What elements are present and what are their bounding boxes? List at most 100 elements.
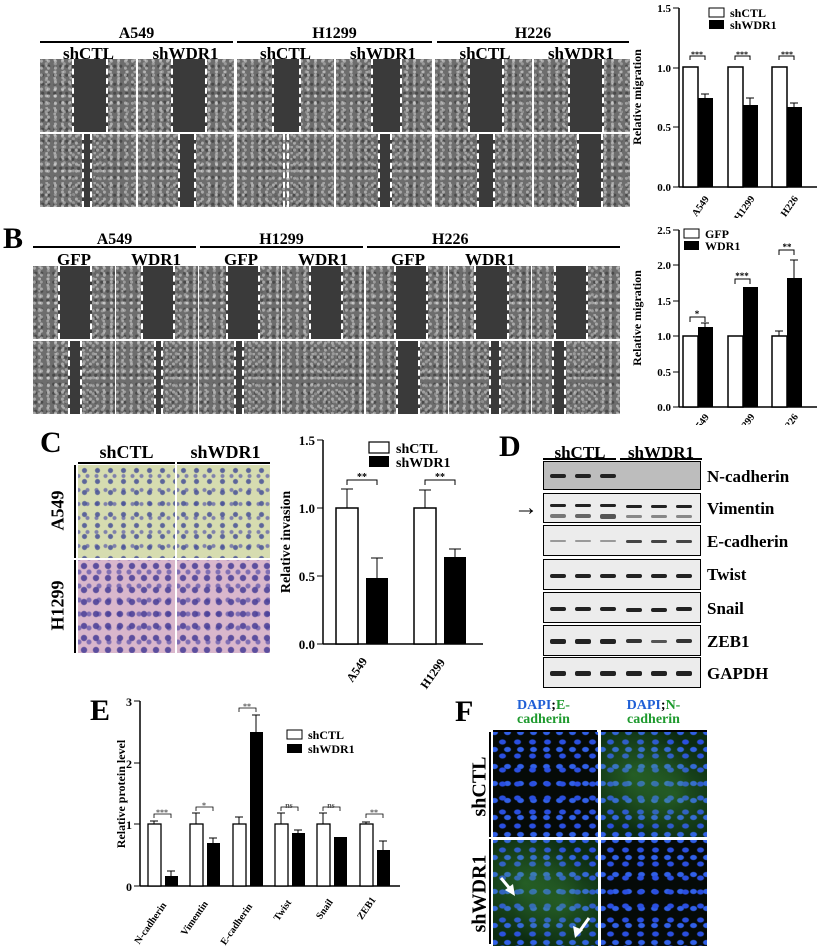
- invasion-image: [78, 465, 175, 558]
- column-divider: [78, 462, 175, 464]
- condition-label: WDR1: [130, 250, 182, 269]
- bar-group-e-cadherin: ** E-cadherin: [219, 702, 263, 947]
- scratch-image: [532, 266, 620, 339]
- scratch-image: [366, 266, 448, 339]
- svg-text:***: ***: [691, 50, 703, 59]
- svg-text:ns: ns: [327, 801, 335, 810]
- y-tick-label: 0.0: [299, 637, 315, 652]
- svg-text:***: ***: [735, 271, 749, 281]
- group-label-a549: A549: [96, 231, 133, 248]
- condition-label: WDR1: [464, 250, 516, 269]
- panel-label-e: E: [90, 694, 111, 727]
- svg-text:***: ***: [736, 50, 748, 59]
- blot-label: N-cadherin: [707, 467, 790, 486]
- legend-label: shWDR1: [308, 742, 355, 756]
- bar-group-h1299: *** H1299: [727, 50, 758, 218]
- svg-text:ns: ns: [285, 801, 293, 810]
- y-axis: 3 2 1 0 Relative protein level: [114, 695, 141, 894]
- scratch-image: [532, 341, 620, 414]
- column-divider: [493, 730, 597, 732]
- svg-text:***: ***: [156, 808, 168, 817]
- bar-group-snail: ns Snail: [314, 801, 347, 922]
- svg-text:***: ***: [781, 50, 793, 59]
- column-label: shWDR1: [190, 442, 261, 462]
- x-tick-label: N-cadherin: [133, 900, 170, 946]
- legend-label: shCTL: [730, 6, 766, 20]
- x-tick-label: Twist: [272, 897, 295, 923]
- y-tick-label: 2: [126, 757, 132, 771]
- blot-label: Snail: [707, 599, 744, 618]
- immunofluorescence-image: [601, 732, 707, 837]
- y-tick-label: 1: [126, 818, 132, 832]
- row-divider: [74, 465, 76, 558]
- group-label-h226: H226: [514, 25, 552, 42]
- bar-group-twist: ns Twist: [272, 801, 305, 923]
- y-tick-label: 0.5: [657, 122, 671, 134]
- bar-group-a549: *** A549: [682, 50, 713, 218]
- condition-label: shCTL: [259, 44, 312, 63]
- scratch-image: [33, 341, 115, 414]
- column-divider: [601, 730, 707, 732]
- immunofluorescence-image: [493, 732, 598, 837]
- scratch-image: [199, 266, 281, 339]
- chart-e-relative-protein-level: 3 2 1 0 Relative protein level *** N-cad…: [114, 695, 400, 947]
- svg-text:**: **: [783, 242, 793, 252]
- chart-a-relative-migration: 1.5 1.0 0.5 0.0 Relative migration *** A…: [630, 3, 817, 218]
- invasion-image: [177, 465, 270, 558]
- blot-label: Vimentin: [707, 499, 775, 518]
- blot-label: GAPDH: [707, 664, 769, 683]
- scratch-image: [199, 341, 281, 414]
- chart-c-relative-invasion: 1.5 1.0 0.5 0.0 Relative invasion ** A54…: [279, 433, 483, 691]
- y-tick-label: 0.5: [657, 367, 671, 379]
- scratch-image: [40, 134, 136, 207]
- group-divider: [33, 246, 196, 248]
- immunofluorescence-image: [493, 840, 598, 946]
- condition-label: shWDR1: [547, 44, 615, 63]
- condition-label: WDR1: [297, 250, 349, 269]
- y-tick-label: 1.5: [657, 3, 671, 15]
- y-axis: 1.5 1.0 0.5 0.0 Relative migration: [630, 3, 680, 194]
- scratch-image: [282, 341, 364, 414]
- y-tick-label: 0.0: [657, 402, 671, 414]
- row-divider: [489, 839, 491, 944]
- blot-label: Twist: [707, 565, 747, 584]
- scratch-image: [116, 341, 198, 414]
- panel-label-b: B: [3, 222, 24, 255]
- bar-group-vimentin: * Vimentin: [179, 801, 220, 938]
- row-label: shCTL: [468, 756, 491, 817]
- row-label: H1299: [47, 580, 68, 631]
- column-label: DAPI;E- cadherin: [517, 698, 570, 727]
- y-tick-label: 0.0: [657, 182, 671, 194]
- y-axis-label: Relative protein level: [114, 739, 128, 848]
- blot-e-cadherin: [543, 525, 701, 556]
- y-tick-label: 1.5: [657, 296, 671, 308]
- bar-group-zeb1: ** ZEB1: [355, 808, 390, 922]
- y-axis-label: Relative migration: [630, 270, 644, 366]
- scratch-image: [435, 134, 532, 207]
- legend: shCTL shWDR1: [708, 6, 777, 32]
- legend: GFP WDR1: [683, 227, 740, 253]
- blot-gapdh: [543, 657, 701, 688]
- panel-label-f: F: [455, 695, 474, 728]
- bar-group-a549: * A549: [682, 309, 713, 425]
- scratch-image: [237, 134, 334, 207]
- blot-vimentin: [543, 493, 701, 523]
- arrow-icon: [499, 877, 591, 938]
- group-label-h1299: H1299: [312, 25, 357, 42]
- scratch-image: [534, 59, 630, 132]
- blot-zeb1: [543, 625, 701, 656]
- legend-label: shWDR1: [730, 18, 777, 32]
- row-label: shWDR1: [468, 854, 491, 933]
- scratch-image: [33, 266, 115, 339]
- row-divider: [489, 732, 491, 837]
- x-tick-label: A549: [343, 655, 370, 685]
- x-tick-label: H226: [779, 412, 801, 425]
- legend-label: shWDR1: [396, 456, 450, 471]
- scratch-image: [449, 266, 531, 339]
- y-tick-label: 3: [126, 695, 132, 709]
- blot-label: ZEB1: [707, 632, 750, 651]
- group-label-h226: H226: [432, 231, 469, 248]
- svg-text:*: *: [695, 309, 700, 319]
- row-label: A549: [47, 490, 68, 531]
- blot-snail: [543, 592, 701, 623]
